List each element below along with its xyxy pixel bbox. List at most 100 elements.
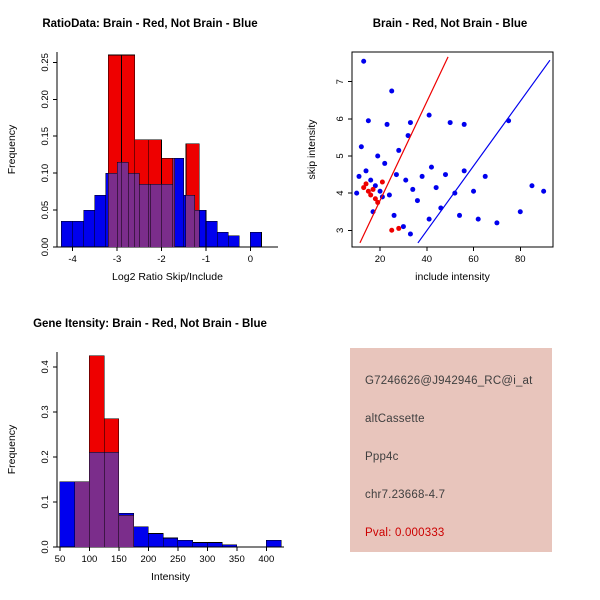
histogram-bar <box>61 220 73 248</box>
scatter-point <box>379 179 385 185</box>
scatter-point <box>482 173 488 179</box>
scatter-point <box>370 186 376 192</box>
scatter-point <box>396 147 402 153</box>
histogram-bar <box>59 481 75 548</box>
scatter-point <box>461 168 467 174</box>
scatter-point <box>403 177 409 183</box>
notbrain-fit-line <box>417 59 551 244</box>
scatter-point <box>407 120 413 126</box>
scatter-point <box>405 133 411 139</box>
scatter-point <box>400 224 406 230</box>
histogram-overlap-bar <box>172 158 176 248</box>
x-axis-label: include intensity <box>415 271 490 283</box>
y-tick-label: 0.3 <box>40 405 51 418</box>
histogram-bar <box>94 194 107 248</box>
scatter-point <box>382 160 388 166</box>
histogram-bar <box>227 235 240 248</box>
scatter-point <box>389 88 395 94</box>
brain-fit-line <box>359 56 449 244</box>
scatter-point <box>375 153 381 159</box>
info-line: chr7.23668-4.7 <box>365 489 446 501</box>
histogram-bar <box>177 539 193 548</box>
scatter-point <box>396 225 402 231</box>
scatter-point <box>365 118 371 124</box>
scatter-point <box>372 183 378 189</box>
histogram-overlap-bar <box>121 161 129 248</box>
y-axis-label: Frequency <box>6 124 18 174</box>
histogram-overlap-bar <box>107 172 118 248</box>
y-tick-label: 0.0 <box>40 540 51 553</box>
y-tick-label: 0.20 <box>40 90 51 109</box>
histogram-overlap-bar <box>161 183 173 248</box>
scatter-point <box>365 188 371 194</box>
y-tick-label: 0.4 <box>40 360 51 373</box>
scatter-point <box>389 227 395 233</box>
scatter-point <box>361 185 367 191</box>
x-tick-label: -3 <box>113 254 121 265</box>
scatter-point <box>494 220 500 226</box>
scatter-point <box>457 212 463 218</box>
scatter-point <box>426 112 432 118</box>
histogram-bar <box>205 220 218 248</box>
y-axis-label: Frequency <box>6 424 18 474</box>
scatter-point <box>419 173 425 179</box>
ratio-histogram-chart: RatioData: Brain - Red, Not Brain - Blue… <box>6 18 278 283</box>
histogram-overlap-bar <box>127 172 136 248</box>
scatter-point <box>428 164 434 170</box>
y-tick-label: 5 <box>335 153 346 158</box>
histogram-bar <box>72 220 84 248</box>
scatter-point <box>386 192 392 198</box>
scatter-point <box>368 177 374 183</box>
ratio-histogram-panel: RatioData: Brain - Red, Not Brain - Blue… <box>0 0 300 300</box>
x-tick-label: 60 <box>468 254 479 265</box>
x-axis-label: Intensity <box>151 571 191 583</box>
scatter-point <box>407 231 413 237</box>
scatter-point <box>471 188 477 194</box>
info-line: Ppp4c <box>365 451 399 463</box>
scatter-point <box>541 188 547 194</box>
intensity-scatter-panel: Brain - Red, Not Brain - Blue 20 40 60 80 3 4 5… <box>300 0 600 300</box>
scatter-point <box>391 212 397 218</box>
histogram-overlap-bar <box>134 172 140 248</box>
info-panel: G7246626@J942946_RC@i_at altCassette Ppp… <box>350 348 552 552</box>
histogram-overlap-bar <box>116 161 122 248</box>
histogram-overlap-bar <box>103 452 120 548</box>
chart-title: Brain - Red, Not Brain - Blue <box>373 18 528 30</box>
chart-title: Gene Itensity: Brain - Red, Not Brain - … <box>33 318 267 330</box>
histogram-bar <box>133 526 149 548</box>
y-tick-label: 0.25 <box>40 53 51 72</box>
scatter-point <box>410 186 416 192</box>
histogram-bar <box>83 209 96 248</box>
x-tick-label: 40 <box>422 254 433 265</box>
x-tick-label: -4 <box>68 254 76 265</box>
y-tick-label: 3 <box>335 228 346 233</box>
y-tick-label: 0.10 <box>40 164 51 183</box>
scatter-point <box>433 185 439 191</box>
y-tick-label: 7 <box>335 79 346 84</box>
histogram-overlap-bar <box>118 515 134 548</box>
y-tick-label: 0.2 <box>40 450 51 463</box>
y-tick-label: 0.05 <box>40 201 51 220</box>
histogram-overlap-bar <box>147 183 151 248</box>
scatter-point <box>358 144 364 150</box>
y-tick-label: 4 <box>335 190 346 195</box>
intensity-scatter-chart: Brain - Red, Not Brain - Blue 20 40 60 80 3 4 5… <box>306 18 554 283</box>
scatter-point <box>356 173 362 179</box>
y-tick-label: 0.00 <box>40 238 51 257</box>
y-tick-label: 6 <box>335 116 346 121</box>
histogram-overlap-bar <box>150 183 162 248</box>
x-tick-label: 150 <box>111 554 127 565</box>
histogram-bar <box>148 533 164 548</box>
gene-intensity-histogram-panel: Gene Itensity: Brain - Red, Not Brain - … <box>0 300 300 600</box>
histogram-overlap-bar <box>74 481 90 548</box>
histogram-overlap-bar <box>89 452 105 548</box>
plot-box <box>351 51 554 248</box>
info-line: Pval: 0.000333 <box>365 527 445 539</box>
info-line: altCassette <box>365 413 425 425</box>
histogram-bar <box>207 542 223 548</box>
x-tick-label: 80 <box>515 254 526 265</box>
y-tick-label: 0.15 <box>40 127 51 146</box>
scatter-point <box>442 172 448 178</box>
histogram-overlap-bar <box>185 195 196 248</box>
scatter-point <box>529 183 535 189</box>
